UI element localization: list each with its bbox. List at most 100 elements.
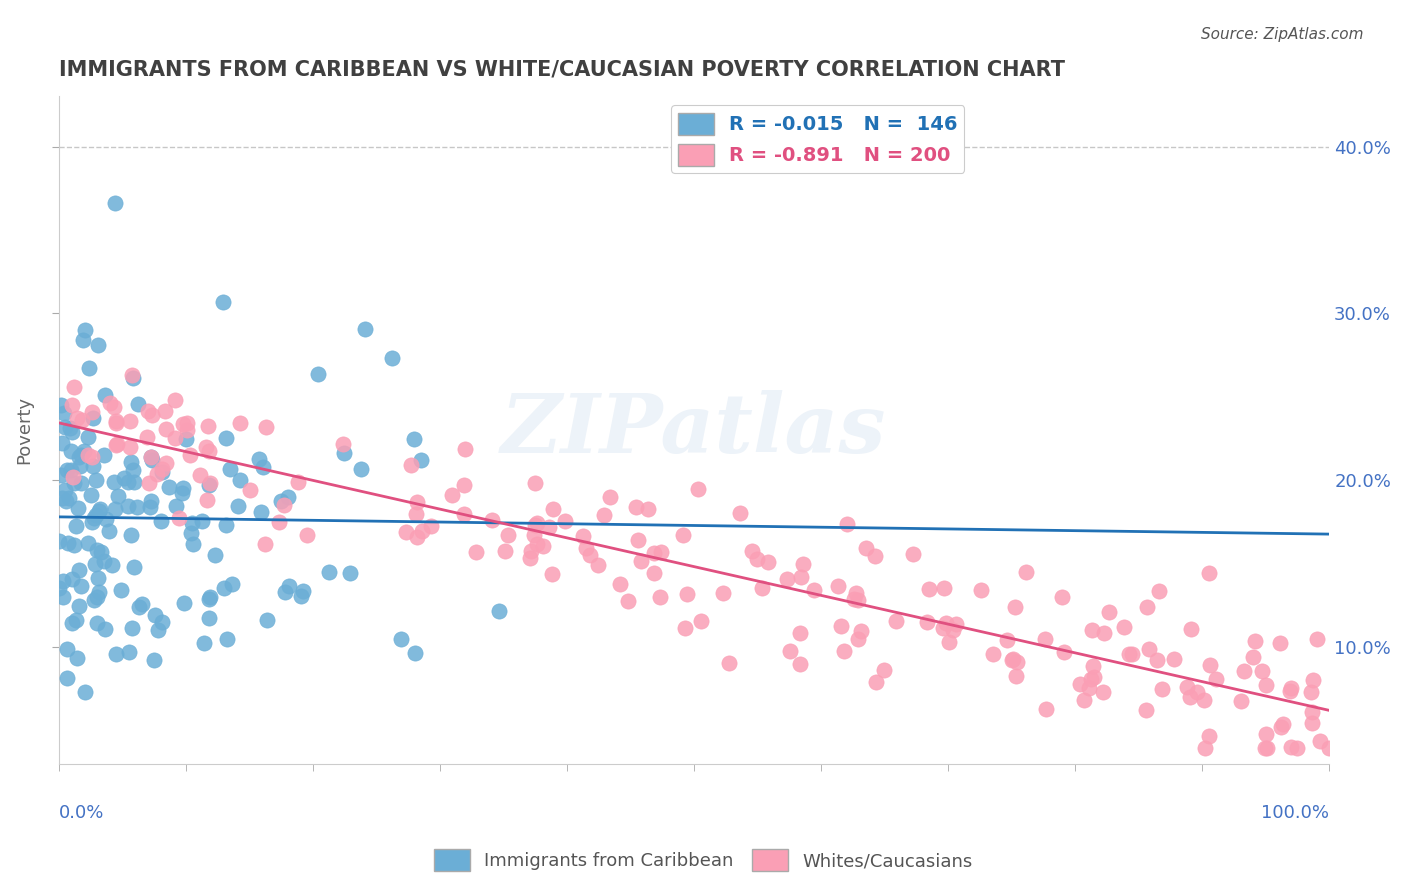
Point bbox=[150, 461, 173, 475]
Point bbox=[827, 578, 849, 592]
Point bbox=[141, 493, 163, 508]
Point bbox=[846, 632, 869, 646]
Point bbox=[117, 475, 139, 489]
Point bbox=[554, 514, 576, 528]
Y-axis label: Poverty: Poverty bbox=[15, 396, 32, 465]
Point bbox=[494, 544, 516, 558]
Point bbox=[481, 513, 503, 527]
Point bbox=[637, 502, 659, 516]
Point bbox=[901, 547, 924, 561]
Point bbox=[1198, 566, 1220, 580]
Point bbox=[1083, 670, 1105, 684]
Point bbox=[411, 453, 433, 467]
Point bbox=[94, 387, 117, 401]
Point bbox=[193, 636, 215, 650]
Point bbox=[60, 425, 83, 440]
Point bbox=[523, 475, 546, 490]
Point bbox=[1098, 605, 1121, 619]
Point bbox=[65, 650, 87, 665]
Point bbox=[842, 592, 865, 607]
Point bbox=[60, 573, 83, 587]
Point bbox=[153, 404, 176, 418]
Point bbox=[1194, 740, 1216, 755]
Point bbox=[157, 480, 180, 494]
Point bbox=[1015, 566, 1038, 580]
Point bbox=[932, 581, 955, 595]
Point bbox=[51, 435, 73, 450]
Point bbox=[120, 527, 142, 541]
Point bbox=[58, 491, 80, 505]
Point bbox=[127, 500, 149, 515]
Point bbox=[745, 552, 768, 566]
Point bbox=[1306, 632, 1329, 647]
Point bbox=[863, 549, 886, 564]
Point bbox=[87, 571, 110, 585]
Point bbox=[1175, 681, 1198, 695]
Point bbox=[792, 558, 814, 572]
Point bbox=[70, 579, 93, 593]
Point bbox=[1279, 739, 1302, 754]
Point bbox=[48, 582, 70, 596]
Point bbox=[803, 582, 825, 597]
Point bbox=[1112, 620, 1135, 634]
Point bbox=[105, 413, 128, 427]
Point bbox=[200, 590, 222, 604]
Point bbox=[73, 444, 96, 458]
Point bbox=[1301, 715, 1323, 730]
Point bbox=[318, 565, 340, 579]
Point bbox=[48, 533, 70, 548]
Point bbox=[942, 624, 965, 638]
Point bbox=[339, 566, 361, 581]
Point bbox=[274, 585, 297, 599]
Point bbox=[673, 621, 696, 635]
Point bbox=[779, 644, 801, 658]
Point bbox=[465, 545, 488, 559]
Point bbox=[84, 473, 107, 487]
Point bbox=[135, 429, 157, 443]
Point bbox=[198, 475, 221, 490]
Point bbox=[75, 323, 97, 337]
Point bbox=[52, 406, 75, 420]
Point bbox=[1077, 681, 1099, 696]
Point bbox=[77, 360, 100, 375]
Point bbox=[73, 685, 96, 699]
Point bbox=[572, 529, 595, 543]
Point bbox=[1270, 720, 1292, 734]
Point bbox=[128, 599, 150, 614]
Text: 100.0%: 100.0% bbox=[1261, 805, 1329, 822]
Point bbox=[1147, 583, 1170, 598]
Point bbox=[172, 486, 194, 500]
Point bbox=[197, 591, 219, 606]
Point bbox=[995, 633, 1018, 648]
Point bbox=[252, 460, 274, 475]
Point bbox=[1302, 673, 1324, 687]
Point bbox=[254, 537, 277, 551]
Point bbox=[981, 647, 1004, 661]
Point bbox=[82, 410, 104, 425]
Point bbox=[454, 442, 477, 457]
Point bbox=[197, 478, 219, 492]
Point bbox=[1146, 653, 1168, 667]
Point bbox=[221, 577, 243, 591]
Point bbox=[297, 528, 319, 542]
Point bbox=[1033, 632, 1056, 647]
Point bbox=[239, 483, 262, 498]
Point bbox=[51, 467, 73, 482]
Point bbox=[440, 488, 463, 502]
Point bbox=[83, 511, 105, 525]
Point bbox=[453, 508, 475, 522]
Point bbox=[82, 459, 104, 474]
Point bbox=[122, 370, 145, 384]
Point bbox=[138, 475, 160, 490]
Point bbox=[51, 574, 73, 589]
Point bbox=[270, 494, 292, 508]
Point bbox=[1035, 701, 1057, 715]
Point bbox=[146, 467, 169, 481]
Point bbox=[1007, 655, 1029, 669]
Point bbox=[626, 500, 648, 515]
Point bbox=[110, 582, 132, 597]
Point bbox=[167, 511, 190, 525]
Point bbox=[531, 539, 554, 553]
Point bbox=[87, 585, 110, 599]
Point bbox=[1080, 623, 1102, 637]
